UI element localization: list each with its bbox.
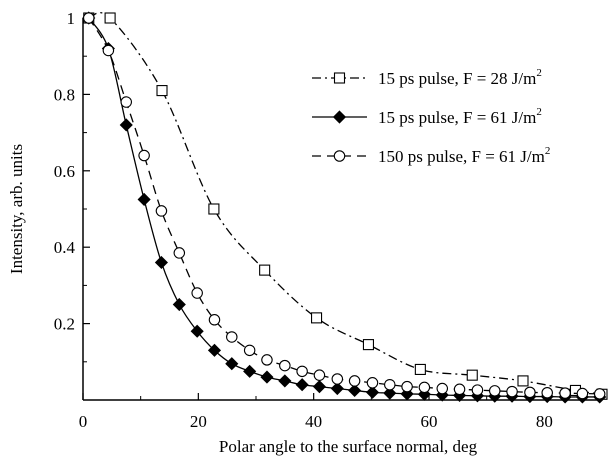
data-point: [365, 385, 380, 399]
data-point: [225, 357, 239, 371]
data-point: [278, 374, 292, 388]
legend-superscript: 2: [545, 145, 551, 157]
data-point: [172, 297, 186, 312]
data-point: [120, 96, 133, 108]
data-point: [243, 364, 257, 378]
legend-superscript: 2: [536, 106, 542, 118]
data-point: [261, 354, 273, 366]
data-point: [173, 247, 186, 259]
x-tick-label: 40: [305, 412, 322, 431]
data-point: [226, 331, 238, 343]
data-point: [331, 373, 344, 385]
data-point: [348, 383, 362, 398]
y-tick-label: 0.2: [54, 315, 75, 334]
data-point: [243, 344, 256, 357]
data-point: [190, 324, 204, 338]
data-point: [156, 85, 168, 97]
data-point: [559, 387, 571, 399]
data-point: [517, 375, 529, 387]
y-tick-label: 0.4: [54, 238, 76, 257]
y-tick-label: 0.6: [54, 162, 75, 181]
data-point: [259, 264, 271, 276]
data-point: [576, 387, 589, 400]
data-point: [312, 380, 326, 394]
data-point: [466, 369, 478, 381]
y-axis-label: Intensity, arb. units: [7, 144, 26, 274]
data-point: [524, 386, 536, 399]
data-point: [453, 383, 466, 396]
data-point: [383, 386, 397, 400]
data-point: [541, 386, 553, 399]
data-point: [366, 377, 379, 389]
y-tick-label: 1: [67, 9, 76, 28]
data-point: [138, 149, 150, 162]
legend-marker: [333, 72, 346, 84]
data-point: [310, 312, 323, 324]
data-point: [488, 385, 501, 397]
y-tick-label: 0.8: [54, 85, 75, 104]
data-point: [155, 205, 168, 217]
data-point: [384, 378, 396, 391]
axes: 0 20 40 60 80 0.2 0.4 0.6 0.8 1: [54, 9, 602, 431]
data-point: [414, 363, 426, 375]
data-point: [208, 203, 220, 215]
legend-superscript: 2: [536, 67, 542, 79]
data-point: [362, 339, 375, 351]
x-tick-label: 60: [421, 412, 438, 431]
data-point: [401, 380, 413, 393]
legend-entry: 15 ps pulse, F = 61 J/m2: [378, 106, 542, 127]
data-point: [207, 343, 222, 357]
legend-marker: [332, 110, 347, 124]
data-point: [119, 118, 133, 132]
x-axis-label: Polar angle to the surface normal, deg: [219, 437, 478, 456]
data-point: [418, 381, 431, 394]
data-point: [208, 314, 221, 326]
series-0: [83, 12, 608, 400]
data-point: [154, 255, 168, 270]
data-point: [506, 385, 518, 398]
series-layer: [82, 11, 608, 404]
legend-marker: [333, 150, 346, 162]
data-point: [102, 44, 115, 57]
data-point: [83, 12, 95, 24]
data-point: [348, 375, 361, 387]
data-point: [137, 192, 151, 207]
data-point: [104, 12, 116, 24]
x-tick-label: 0: [79, 412, 88, 431]
data-point: [313, 369, 326, 381]
data-point: [436, 382, 449, 395]
series-2: [83, 12, 606, 400]
x-tick-label: 80: [536, 412, 553, 431]
data-point: [279, 359, 291, 372]
data-point: [295, 378, 309, 392]
x-tick-label: 20: [190, 412, 207, 431]
legend-entry: 150 ps pulse, F = 61 J/m2: [378, 145, 550, 166]
data-point: [593, 388, 606, 400]
data-point: [191, 287, 203, 299]
data-point: [296, 365, 308, 378]
data-point: [260, 370, 274, 384]
legend-entry: 15 ps pulse, F = 28 J/m2: [378, 67, 542, 88]
data-point: [330, 381, 344, 396]
legend: 15 ps pulse, F = 28 J/m2 15 ps pulse, F =…: [312, 67, 550, 166]
data-point: [471, 384, 484, 396]
